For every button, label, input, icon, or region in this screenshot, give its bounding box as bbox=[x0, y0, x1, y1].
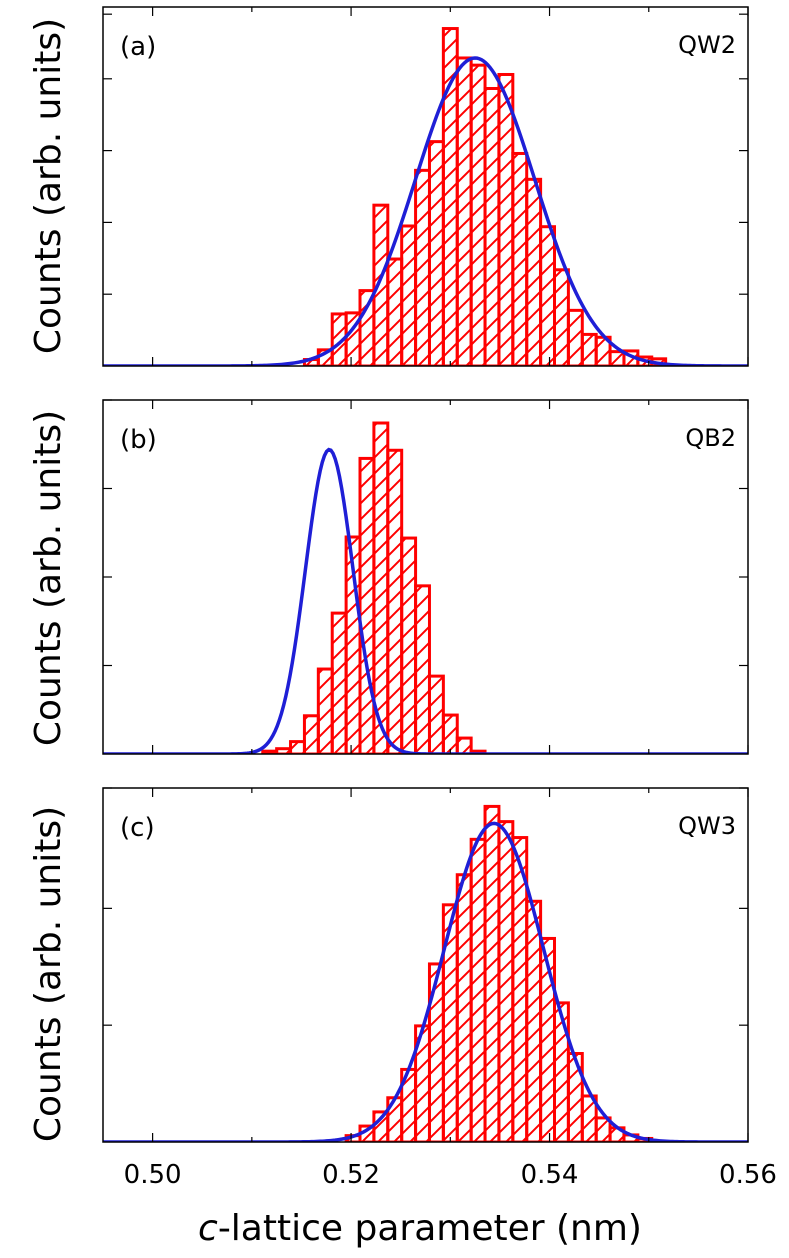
histogram-bar bbox=[358, 289, 376, 366]
histogram-bar bbox=[580, 332, 598, 366]
histogram-bar bbox=[427, 674, 445, 754]
histogram-bar bbox=[511, 151, 529, 366]
histogram-bar bbox=[386, 257, 404, 366]
sample-label-a: QW2 bbox=[678, 31, 736, 59]
histogram-bar bbox=[441, 27, 459, 366]
plot-area-b bbox=[103, 421, 748, 754]
histogram-bar bbox=[608, 350, 626, 366]
histogram-bar bbox=[400, 224, 418, 366]
axes-frame bbox=[102, 6, 749, 367]
sample-label-b: QB2 bbox=[685, 424, 736, 452]
plot-area-c bbox=[103, 804, 748, 1142]
histogram-bar bbox=[455, 873, 473, 1142]
axes-frame bbox=[102, 787, 749, 1143]
histogram-bar bbox=[539, 225, 556, 366]
x-axis-label: c-lattice parameter (nm) bbox=[198, 1208, 642, 1249]
y-axis-label-c: Counts (arb. units) bbox=[28, 806, 69, 1142]
histogram-bar bbox=[441, 713, 459, 754]
histogram-bar bbox=[497, 72, 515, 366]
histogram-bar bbox=[414, 584, 431, 754]
histogram-bar bbox=[497, 820, 515, 1142]
histogram-bar bbox=[275, 747, 293, 754]
histogram-bar bbox=[483, 804, 501, 1142]
histogram-bar bbox=[525, 899, 543, 1142]
histogram-bar bbox=[566, 1052, 584, 1142]
sample-label-c: QW3 bbox=[678, 812, 736, 840]
histogram-bar bbox=[400, 536, 418, 754]
histogram-bar bbox=[386, 448, 404, 754]
histogram-bar bbox=[330, 611, 348, 754]
histogram-bar bbox=[469, 63, 487, 366]
y-axis-label-b: Counts (arb. units) bbox=[28, 410, 69, 746]
panel-b: (b) QB2 bbox=[102, 399, 749, 755]
plot-area-a bbox=[103, 27, 748, 366]
x-axis-label-italic: c bbox=[198, 1208, 218, 1249]
histogram-bar bbox=[553, 1001, 570, 1142]
histogram-bar bbox=[289, 740, 306, 754]
histogram-bar bbox=[455, 56, 473, 366]
histogram-bar bbox=[455, 736, 473, 754]
panel-c: (c) QW3 0.50 0.52 0.54 0.56 bbox=[102, 787, 777, 1190]
histogram-bar bbox=[553, 268, 570, 366]
histogram-bar bbox=[566, 308, 584, 366]
panel-label-b: (b) bbox=[120, 425, 157, 455]
histogram-bar bbox=[469, 837, 487, 1142]
histogram-bar bbox=[525, 177, 543, 366]
histogram-bar bbox=[302, 714, 320, 754]
histogram-bar bbox=[316, 667, 334, 754]
histogram-bar bbox=[483, 86, 501, 366]
x-axis-label-rest: -lattice parameter (nm) bbox=[218, 1208, 642, 1249]
x-tick-label: 0.54 bbox=[521, 1160, 579, 1190]
panel-a: (a) QW2 bbox=[102, 6, 749, 367]
histogram-bar bbox=[358, 456, 376, 754]
gaussian-fit-line bbox=[103, 821, 748, 1142]
panel-label-c: (c) bbox=[120, 813, 155, 843]
y-axis-label-a: Counts (arb. units) bbox=[28, 18, 69, 354]
panel-label-a: (a) bbox=[120, 32, 156, 62]
x-tick-label: 0.56 bbox=[719, 1160, 777, 1190]
histogram-bar bbox=[427, 962, 445, 1142]
x-tick-label: 0.50 bbox=[124, 1160, 182, 1190]
histogram-bar bbox=[427, 140, 445, 366]
x-tick-label: 0.52 bbox=[322, 1160, 380, 1190]
histogram-bar bbox=[414, 168, 431, 366]
